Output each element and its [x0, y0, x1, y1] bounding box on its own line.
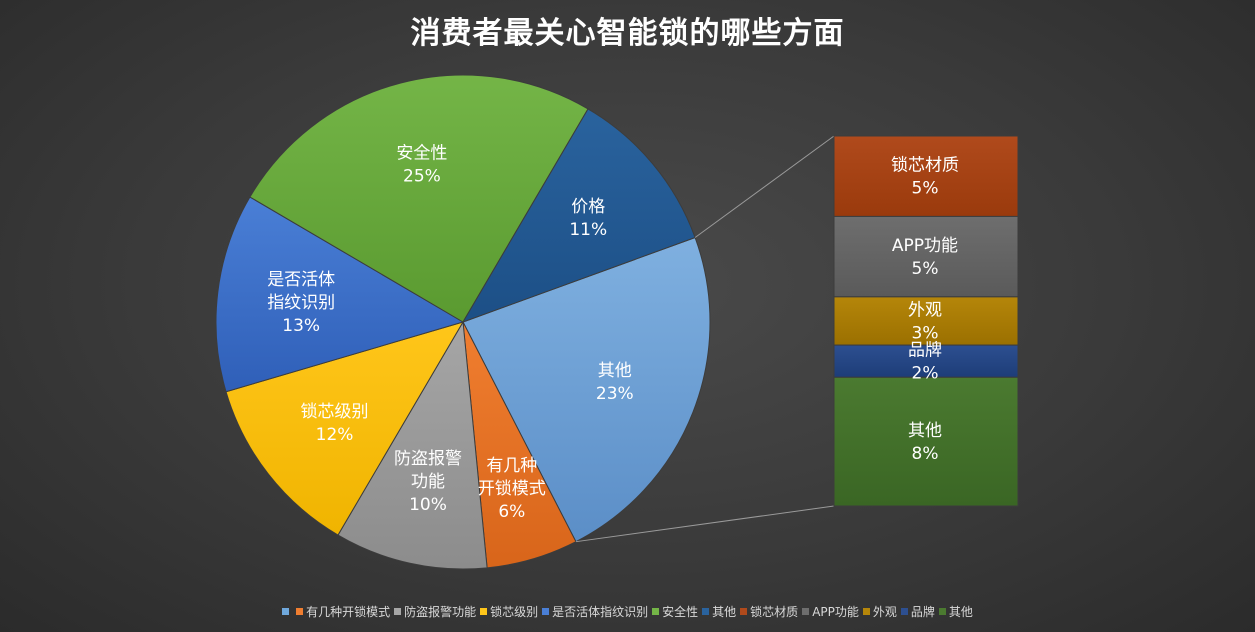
pie-bar-connectors [575, 135, 835, 543]
legend-swatch [296, 608, 304, 615]
legend-label: 防盗报警功能 [404, 605, 477, 619]
pie-data-label: 锁芯级别 12% [301, 402, 369, 445]
bar-data-label: 锁芯材质 5% [891, 156, 959, 199]
pie-data-label: 安全性 25% [396, 144, 447, 187]
main-pie [215, 74, 711, 570]
bar-data-label: 其他 8% [908, 421, 942, 464]
legend-swatch [282, 608, 290, 615]
pie-data-label: 有几种开锁模式 6% [478, 456, 546, 522]
bar-data-label: 品牌 2% [908, 341, 942, 384]
bar-segment [833, 215, 1019, 298]
chart-title: 消费者最关心智能锁的哪些方面 [410, 16, 845, 51]
legend-label: 是否活体指纹识别 [552, 605, 649, 619]
legend-label: 锁芯级别 [490, 605, 539, 619]
bar-segment [833, 344, 1019, 378]
legend-swatch [938, 608, 946, 615]
pie-data-label: 是否活体指纹识别 13% [267, 270, 335, 336]
pie-data-label: 其他 23% [596, 361, 634, 404]
pie-data-label: 价格 11% [569, 197, 607, 240]
bar-data-label: 外观 3% [908, 301, 942, 344]
pie-slice [249, 74, 589, 323]
bar-segment [833, 296, 1019, 346]
legend-item: 锁芯级别 [480, 603, 538, 620]
legend-label: 安全性 [662, 605, 699, 619]
legend-label: APP功能 [812, 605, 859, 619]
legend-swatch [740, 608, 748, 615]
legend-item: 有几种开锁模式 [296, 603, 390, 620]
pie-slice [225, 321, 465, 536]
connector-line [575, 505, 835, 543]
legend-label: 其他 [948, 605, 973, 619]
legend-swatch [802, 608, 810, 615]
legend-item: 是否活体指纹识别 [542, 603, 648, 620]
legend-item: 其他 [938, 603, 973, 620]
legend-swatch [394, 608, 402, 615]
legend-item: 其他 [702, 603, 736, 620]
legend-label: 外观 [872, 605, 897, 619]
legend-swatch [862, 608, 870, 615]
legend-swatch [900, 608, 908, 615]
pie-data-label: 防盗报警功能 10% [394, 449, 462, 515]
pie-slice [461, 108, 696, 323]
bar-data-label: APP功能 5% [892, 236, 958, 279]
legend-item: 防盗报警功能 [394, 603, 476, 620]
legend-label: 有几种开锁模式 [306, 605, 391, 619]
legend-item: 品牌 [900, 603, 935, 620]
legend-swatch [542, 608, 550, 615]
legend-swatch [652, 608, 660, 615]
legend-swatch [702, 608, 710, 615]
pie-slice [215, 196, 465, 393]
legend-item: APP功能 [802, 603, 859, 620]
connector-line [694, 135, 835, 238]
legend-item: 锁芯材质 [740, 603, 798, 620]
legend-label: 锁芯材质 [750, 605, 799, 619]
data-labels: 其他 23% 有几种开锁模式 6%防盗报警功能 10% 锁芯级别 12% 是否活体指纹识别 13… [267, 144, 959, 522]
bar-segment [833, 135, 1019, 217]
chart-legend: 有几种开锁模式 防盗报警功能 锁芯级别 是否活体指纹识别 安全性 其他 锁芯材质 APP功能外… [0, 603, 1255, 620]
legend-item [282, 605, 292, 619]
bar-segment [833, 376, 1019, 507]
legend-swatch [480, 608, 488, 615]
pie-slice [462, 236, 711, 543]
legend-item: 外观 [862, 603, 897, 620]
pie-slice [337, 320, 488, 570]
legend-label: 其他 [712, 605, 737, 619]
legend-item: 安全性 [652, 603, 698, 620]
secondary-bar [833, 135, 1019, 507]
legend-label: 品牌 [910, 605, 935, 619]
